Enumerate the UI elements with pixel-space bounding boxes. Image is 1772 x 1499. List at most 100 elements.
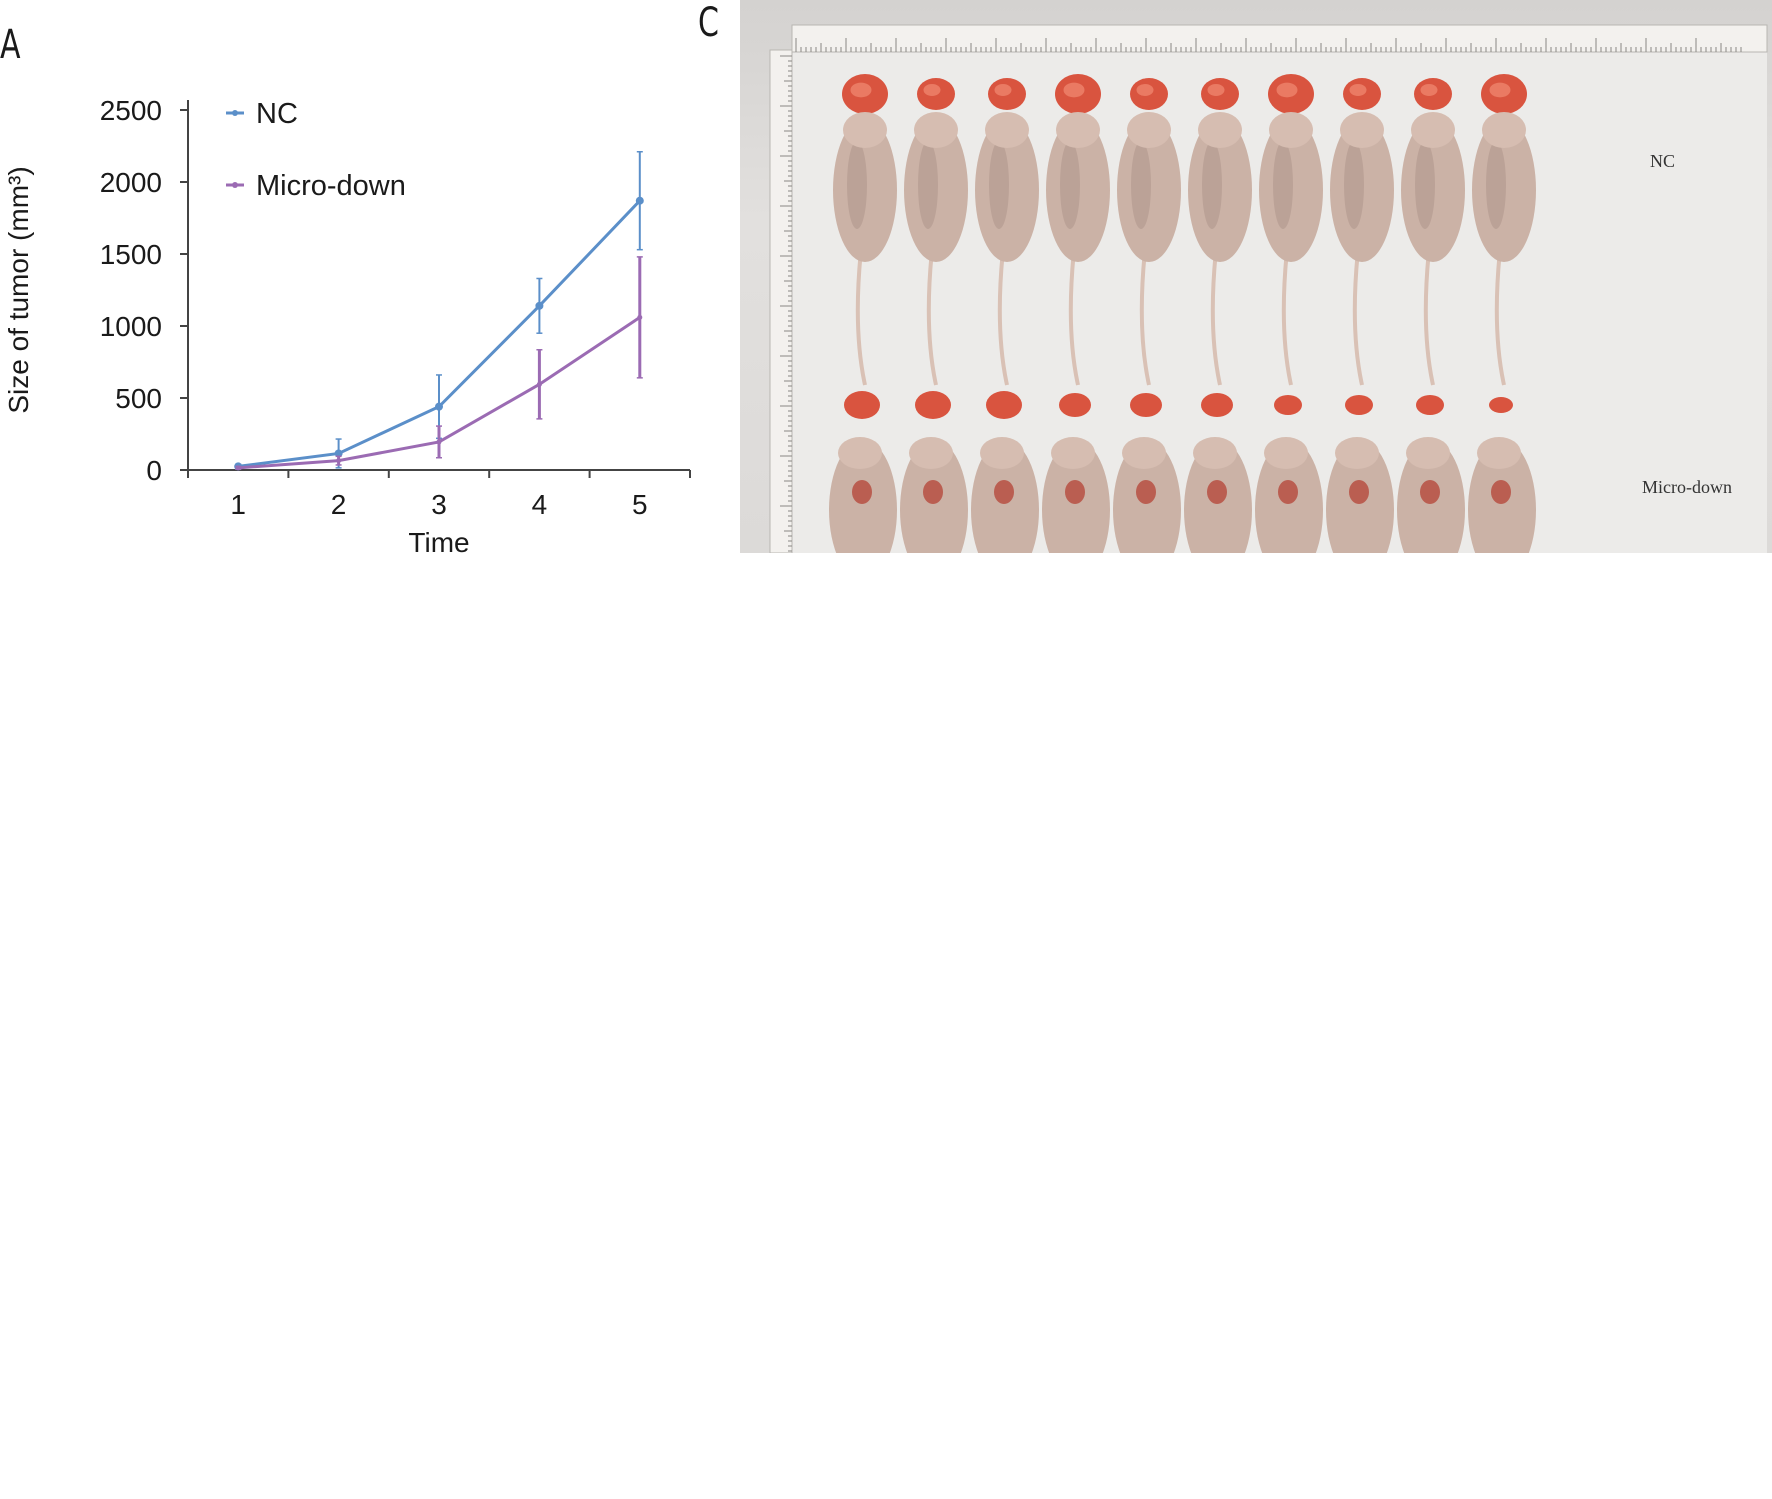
chart-series (234, 151, 644, 471)
mouse-body (1113, 440, 1181, 580)
mouse-shading (1273, 141, 1293, 229)
tumor-highlight (1489, 82, 1511, 98)
photo-illustration: NC Micro-down (769, 24, 1768, 580)
mouse-shading (918, 141, 938, 229)
legend-label: NC (256, 98, 298, 130)
mouse-body (1255, 440, 1323, 580)
mouse-head (1269, 112, 1313, 148)
mouse-head (909, 437, 953, 469)
data-point (536, 381, 542, 387)
ruler-top (791, 24, 1768, 53)
x-tick-label: 1 (230, 489, 246, 520)
x-axis-label: Time (408, 527, 469, 558)
mouse-head (1122, 437, 1166, 469)
mouse-wound (852, 480, 872, 504)
tumor-highlight (1207, 84, 1225, 96)
data-point (336, 458, 342, 464)
mouse-head (1127, 112, 1171, 148)
mouse-head (985, 112, 1029, 148)
mouse-body (900, 440, 968, 580)
mouse-head (1051, 437, 1095, 469)
mouse-wound (1491, 480, 1511, 504)
tumor-bottom (915, 391, 951, 419)
data-point (635, 196, 644, 205)
mouse-tail (855, 249, 867, 386)
mouse-head (1335, 437, 1379, 469)
mouse-wound (1349, 480, 1369, 504)
mouse-body (1259, 118, 1323, 262)
mouse-shading (1415, 141, 1435, 229)
data-point (436, 439, 442, 445)
mouse-wound (923, 480, 943, 504)
mouse-wound (994, 480, 1014, 504)
mouse-tail (1139, 249, 1151, 386)
mouse-shading (1344, 141, 1364, 229)
data-point (334, 449, 343, 458)
mouse-body (1326, 440, 1394, 580)
tumor-highlight (1136, 84, 1154, 96)
mouse-tail (1494, 249, 1506, 386)
mouse-head (1482, 112, 1526, 148)
data-point (435, 402, 443, 411)
mouse-tail (1352, 249, 1364, 386)
mouse-head (838, 437, 882, 469)
tumor-highlight (1276, 82, 1298, 98)
mouse-head (914, 112, 958, 148)
x-tick-label: 3 (431, 489, 447, 520)
mouse-head (1340, 112, 1384, 148)
mouse-body (904, 118, 968, 262)
mouse-tail (1281, 249, 1293, 386)
mouse-body (1046, 118, 1110, 262)
mouse-shading (1202, 141, 1222, 229)
legend-label: Micro-down (256, 170, 406, 202)
mouse-head (1193, 437, 1237, 469)
tumor-bottom (1130, 393, 1162, 417)
y-tick-label: 2000 (100, 167, 162, 198)
mouse-head (1198, 112, 1242, 148)
x-tick-label: 5 (632, 489, 648, 520)
tumor-bottom (1345, 395, 1373, 415)
tumor-bottom (1489, 397, 1513, 413)
x-tick-label: 2 (331, 489, 347, 520)
mouse-body (1184, 440, 1252, 580)
y-tick-label: 0 (146, 455, 162, 486)
mouse-head (1056, 112, 1100, 148)
chart-axes: 0 500 1000 1500 2000 2500 1 2 3 4 5 (100, 95, 691, 520)
mouse-body (1042, 440, 1110, 580)
mouse-wound (1420, 480, 1440, 504)
mouse-shading (847, 141, 867, 229)
mouse-wound (1136, 480, 1156, 504)
tumor-highlight (994, 84, 1012, 96)
mouse-head (1264, 437, 1308, 469)
mouse-shading (989, 141, 1009, 229)
mouse-wound (1278, 480, 1298, 504)
tumor-bottom (844, 391, 880, 419)
series-micro-down (235, 256, 643, 471)
mouse-tail (1068, 249, 1080, 386)
data-point (637, 314, 643, 320)
mouse-body (1468, 440, 1536, 580)
mouse-body (1401, 118, 1465, 262)
y-tick-label: 500 (115, 383, 162, 414)
y-tick-label: 1000 (100, 311, 162, 342)
mouse-wound (1065, 480, 1085, 504)
tumor-highlight (923, 84, 941, 96)
legend-marker (232, 182, 238, 188)
row-label-micro-down: Micro-down (1642, 477, 1732, 497)
mouse-shading (1131, 141, 1151, 229)
mouse-shading (1060, 141, 1080, 229)
chart-legend: NC Micro-down (226, 98, 406, 202)
mouse-body (1117, 118, 1181, 262)
tumor-highlight (1063, 82, 1085, 98)
tumor-bottom (1059, 393, 1091, 417)
mouse-head (843, 112, 887, 148)
mouse-head (980, 437, 1024, 469)
panel-label-c: C (698, 0, 719, 46)
mouse-tail (926, 249, 938, 386)
tumor-highlight (850, 82, 872, 98)
data-point (535, 301, 544, 310)
tumor-bottom (986, 391, 1022, 419)
y-tick-label: 1500 (100, 239, 162, 270)
data-point (235, 465, 241, 471)
tumor-growth-chart: 0 500 1000 1500 2000 2500 1 2 3 4 5 NC Micro-down T… (3, 95, 691, 558)
